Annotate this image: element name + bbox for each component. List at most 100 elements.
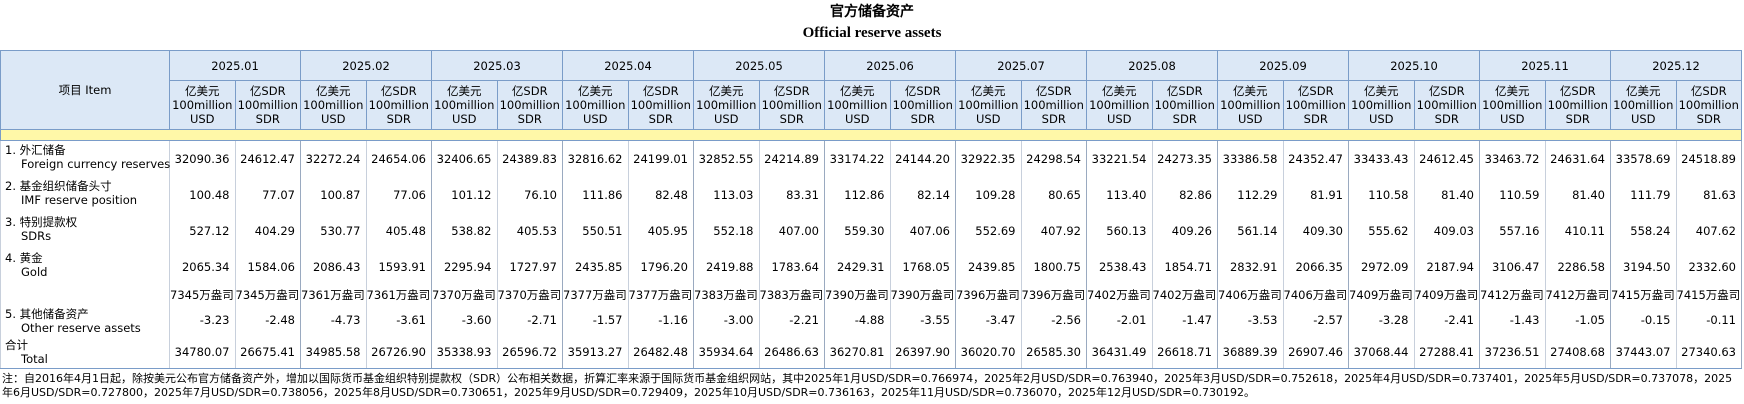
value-cell: 2086.43 bbox=[300, 248, 367, 285]
unit-line: 100million bbox=[237, 98, 298, 112]
value-cell: 552.18 bbox=[693, 212, 760, 249]
value-cell: 1768.05 bbox=[889, 248, 956, 285]
value-cell: 558.24 bbox=[1610, 212, 1677, 249]
value-cell: 7406万盎司 bbox=[1282, 284, 1349, 305]
value-cell: 409.26 bbox=[1151, 212, 1218, 249]
unit-header: 亿SDR 100million SDR bbox=[234, 80, 301, 130]
value-cell: 26726.90 bbox=[365, 335, 432, 369]
value-cell: 26675.41 bbox=[234, 335, 301, 369]
unit-line: 亿美元 bbox=[185, 84, 220, 98]
value-cell: 100.87 bbox=[300, 176, 367, 213]
unit-line: USD bbox=[582, 112, 608, 126]
unit-line: 100million bbox=[499, 98, 560, 112]
value-cell: -3.47 bbox=[955, 304, 1022, 336]
value-cell: 32852.55 bbox=[693, 140, 760, 177]
value-cell: 7370万盎司 bbox=[431, 284, 498, 305]
band-row bbox=[0, 129, 1742, 141]
value-cell: -1.05 bbox=[1544, 304, 1611, 336]
unit-line: SDR bbox=[1565, 112, 1590, 126]
unit-header: 亿美元 100million USD bbox=[693, 80, 760, 130]
unit-line: 亿美元 bbox=[316, 84, 351, 98]
value-cell: 33174.22 bbox=[824, 140, 891, 177]
unit-header: 亿美元 100million USD bbox=[824, 80, 891, 130]
value-cell: 7383万盎司 bbox=[758, 284, 825, 305]
label-cn: 5. 其他储备资产 bbox=[5, 306, 89, 321]
month-header: 2025.12 bbox=[1610, 50, 1742, 81]
value-cell: 24612.47 bbox=[234, 140, 301, 177]
unit-line: 亿SDR bbox=[904, 84, 941, 98]
unit-line: 100million bbox=[696, 98, 757, 112]
unit-line: USD bbox=[1368, 112, 1394, 126]
value-cell: 33433.43 bbox=[1348, 140, 1415, 177]
value-cell: 26482.48 bbox=[627, 335, 694, 369]
unit-line: 100million bbox=[1023, 98, 1084, 112]
unit-line: 亿美元 bbox=[1495, 84, 1530, 98]
unit-line: 100million bbox=[172, 98, 233, 112]
value-cell: 7390万盎司 bbox=[889, 284, 956, 305]
value-cell: 409.03 bbox=[1413, 212, 1480, 249]
unit-header: 亿SDR 100million SDR bbox=[1675, 80, 1742, 130]
unit-line: 100million bbox=[1220, 98, 1281, 112]
value-cell: 527.12 bbox=[169, 212, 236, 249]
data-row: 1. 外汇储备 Foreign currency reserves 32090.36… bbox=[0, 140, 1742, 177]
value-cell: 24214.89 bbox=[758, 140, 825, 177]
value-cell: 82.86 bbox=[1151, 176, 1218, 213]
unit-line: USD bbox=[1499, 112, 1525, 126]
row-label: 2. 基金组织储备头寸 IMF reserve position bbox=[0, 176, 170, 213]
unit-line: 亿美元 bbox=[1233, 84, 1268, 98]
unit-line: 100million bbox=[827, 98, 888, 112]
unit-header: 亿美元 100million USD bbox=[431, 80, 498, 130]
unit-line: 亿美元 bbox=[1102, 84, 1137, 98]
value-cell: 82.48 bbox=[627, 176, 694, 213]
value-cell: 2065.34 bbox=[169, 248, 236, 285]
value-cell: 81.40 bbox=[1413, 176, 1480, 213]
value-cell: -4.73 bbox=[300, 304, 367, 336]
table-wrap: 项目 Item 2025.01 2025.02 2025.03 2025.04 2025.… bbox=[0, 50, 1744, 369]
value-cell: 557.16 bbox=[1479, 212, 1546, 249]
value-cell: 559.30 bbox=[824, 212, 891, 249]
value-cell: 7361万盎司 bbox=[300, 284, 367, 305]
header-row: 项目 Item 2025.01 2025.02 2025.03 2025.04 2025.… bbox=[0, 50, 1742, 130]
value-cell: 24631.64 bbox=[1544, 140, 1611, 177]
unit-line: USD bbox=[713, 112, 739, 126]
value-cell: 7396万盎司 bbox=[1020, 284, 1087, 305]
value-cell: -3.60 bbox=[431, 304, 498, 336]
value-cell: 33463.72 bbox=[1479, 140, 1546, 177]
value-cell: 24352.47 bbox=[1282, 140, 1349, 177]
unit-line: 亿SDR bbox=[642, 84, 679, 98]
value-cell: 26397.90 bbox=[889, 335, 956, 369]
label-en: Total bbox=[21, 351, 48, 366]
value-cell: 2435.85 bbox=[562, 248, 629, 285]
unit-line: SDR bbox=[1041, 112, 1066, 126]
label-cn: 4. 黄金 bbox=[5, 250, 43, 265]
unit-line: 亿SDR bbox=[1035, 84, 1072, 98]
value-cell: 561.14 bbox=[1217, 212, 1284, 249]
value-cell: 34985.58 bbox=[300, 335, 367, 369]
month-header: 2025.05 bbox=[693, 50, 825, 81]
row-label: 5. 其他储备资产 Other reserve assets bbox=[0, 304, 170, 336]
value-cell: 409.30 bbox=[1282, 212, 1349, 249]
month-header: 2025.10 bbox=[1348, 50, 1480, 81]
value-cell: 101.12 bbox=[431, 176, 498, 213]
value-cell: 7396万盎司 bbox=[955, 284, 1022, 305]
value-cell: -1.16 bbox=[627, 304, 694, 336]
value-cell: -2.41 bbox=[1413, 304, 1480, 336]
value-cell: 405.53 bbox=[496, 212, 563, 249]
table-head: 项目 Item 2025.01 2025.02 2025.03 2025.04 2025.… bbox=[0, 50, 1742, 141]
value-cell: 2538.43 bbox=[1086, 248, 1153, 285]
value-cell: 2066.35 bbox=[1282, 248, 1349, 285]
value-cell: 83.31 bbox=[758, 176, 825, 213]
data-row: 2. 基金组织储备头寸 IMF reserve position 100.48 77.… bbox=[0, 176, 1742, 213]
value-cell: 2286.58 bbox=[1544, 248, 1611, 285]
value-cell: -2.71 bbox=[496, 304, 563, 336]
label-en: IMF reserve position bbox=[21, 192, 138, 207]
table-body: 1. 外汇储备 Foreign currency reserves 32090.36… bbox=[0, 140, 1742, 369]
value-cell: 555.62 bbox=[1348, 212, 1415, 249]
value-cell: 111.79 bbox=[1610, 176, 1677, 213]
value-cell: 37236.51 bbox=[1479, 335, 1546, 369]
unit-line: 100million bbox=[565, 98, 626, 112]
value-cell: 27288.41 bbox=[1413, 335, 1480, 369]
value-cell: 35913.27 bbox=[562, 335, 629, 369]
unit-header: 亿SDR 100million SDR bbox=[627, 80, 694, 130]
